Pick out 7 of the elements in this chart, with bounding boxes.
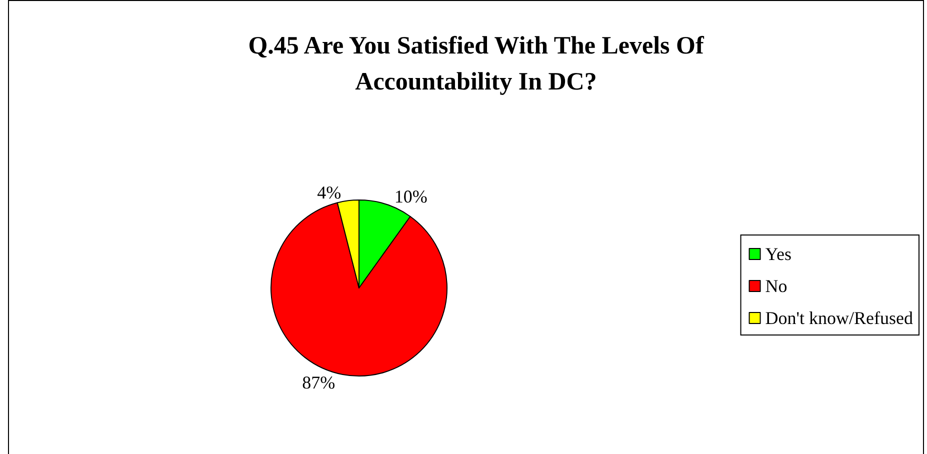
legend-label: Yes [765,244,792,264]
data-label: 4% [317,182,342,203]
legend-label: Don't know/Refused [765,308,914,328]
data-label: 87% [302,372,336,392]
legend-label: No [765,276,788,296]
chart-title: Q.45 Are You Satisfied With The Levels Of Accountability In DC? [248,32,704,96]
data-label: 10% [394,186,428,207]
